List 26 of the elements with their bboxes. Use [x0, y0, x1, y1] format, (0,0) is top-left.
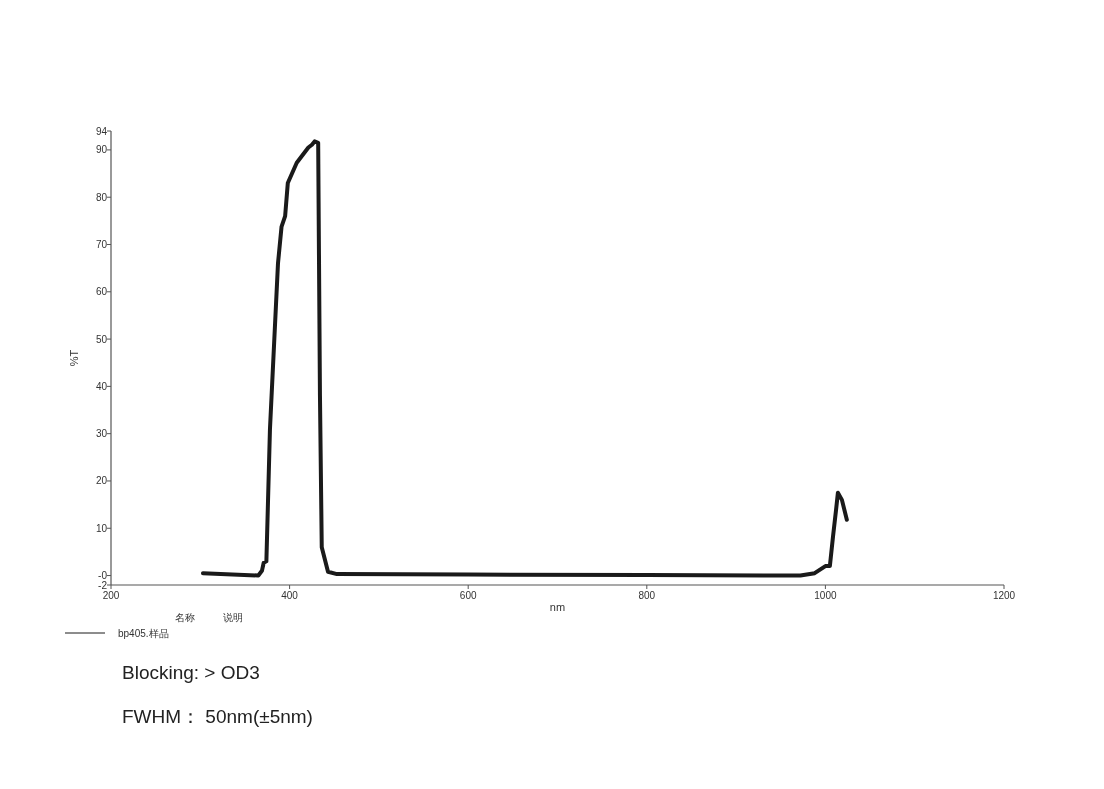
text: Blocking: > OD3	[122, 662, 260, 683]
y-tick-label: 70	[95, 239, 108, 250]
text: 说明	[223, 612, 243, 623]
y-tick-label: -0	[98, 570, 108, 582]
line-series	[200, 139, 849, 578]
y-tick-label: 80	[95, 191, 108, 203]
x-tick-label: 200	[102, 590, 120, 601]
y-axis-title: %T	[68, 349, 80, 367]
x-axis-title: nm	[549, 601, 566, 613]
y-tick-label: 50	[95, 333, 108, 345]
y-tick-label: 10	[95, 522, 108, 534]
legend-label: bp405.样品	[118, 628, 169, 639]
y-tick-label: 40	[95, 380, 108, 392]
y-tick-label: 94	[95, 125, 108, 137]
y-tick-label: 60	[95, 286, 108, 298]
x-tick-label: 1200	[992, 590, 1016, 601]
y-tick-label: 30	[95, 428, 108, 440]
x-tick-label: 800	[638, 590, 656, 601]
text: FWHM： 50nm(±5nm)	[122, 706, 313, 727]
x-tick-label: 1000	[814, 590, 837, 601]
legend-title: 名称	[175, 612, 195, 623]
x-tick-label: 600	[459, 590, 477, 601]
y-tick-label: 20	[95, 475, 108, 487]
y-tick-label: -2	[98, 579, 108, 591]
x-tick-label: 400	[281, 590, 299, 601]
y-tick-label: 90	[95, 144, 108, 156]
